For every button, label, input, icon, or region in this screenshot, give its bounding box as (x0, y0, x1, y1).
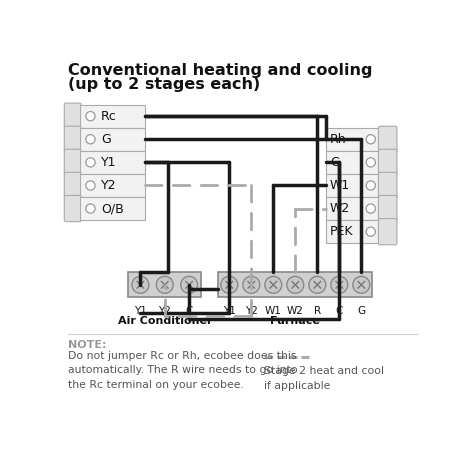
Text: Y1: Y1 (134, 306, 147, 316)
Circle shape (156, 276, 173, 293)
Text: Stage 2 heat and cool
if applicable: Stage 2 heat and cool if applicable (264, 366, 384, 391)
Circle shape (86, 158, 95, 167)
FancyBboxPatch shape (378, 173, 397, 199)
Circle shape (366, 204, 375, 213)
Text: Rc: Rc (101, 109, 117, 123)
Text: Rh: Rh (330, 133, 346, 146)
FancyBboxPatch shape (64, 195, 81, 222)
Circle shape (86, 135, 95, 144)
FancyBboxPatch shape (64, 149, 81, 175)
FancyBboxPatch shape (80, 197, 145, 220)
FancyBboxPatch shape (80, 105, 145, 128)
Text: R: R (314, 306, 321, 316)
FancyBboxPatch shape (326, 151, 380, 174)
FancyBboxPatch shape (80, 128, 145, 151)
FancyBboxPatch shape (128, 273, 201, 297)
FancyBboxPatch shape (378, 219, 397, 245)
Text: Y1: Y1 (223, 306, 236, 316)
Circle shape (309, 276, 326, 293)
Text: NOTE:: NOTE: (68, 340, 107, 350)
Circle shape (243, 276, 260, 293)
Text: C: C (336, 306, 343, 316)
Text: C: C (330, 156, 339, 169)
Text: W2: W2 (330, 202, 350, 215)
Text: W1: W1 (330, 179, 350, 192)
Text: Conventional heating and cooling: Conventional heating and cooling (68, 63, 373, 78)
Text: O/B: O/B (101, 202, 124, 215)
Text: G: G (357, 306, 365, 316)
Text: C: C (185, 306, 193, 316)
Circle shape (366, 135, 375, 144)
FancyBboxPatch shape (378, 195, 397, 222)
FancyBboxPatch shape (326, 220, 380, 243)
Circle shape (181, 276, 198, 293)
Circle shape (221, 276, 238, 293)
Text: W1: W1 (265, 306, 282, 316)
Text: Y2: Y2 (158, 306, 171, 316)
Text: G: G (101, 133, 111, 146)
FancyBboxPatch shape (80, 151, 145, 174)
Text: W2: W2 (287, 306, 304, 316)
FancyBboxPatch shape (64, 103, 81, 129)
Circle shape (366, 158, 375, 167)
FancyBboxPatch shape (378, 126, 397, 152)
Text: Do not jumper Rc or Rh, ecobee does this
automatically. The R wire needs to go i: Do not jumper Rc or Rh, ecobee does this… (68, 351, 298, 390)
Circle shape (331, 276, 348, 293)
FancyBboxPatch shape (378, 149, 397, 175)
FancyBboxPatch shape (326, 128, 380, 151)
Circle shape (86, 204, 95, 213)
FancyBboxPatch shape (64, 126, 81, 152)
Circle shape (86, 111, 95, 121)
FancyBboxPatch shape (326, 197, 380, 220)
Text: Air Conditioner: Air Conditioner (118, 316, 212, 326)
Circle shape (287, 276, 304, 293)
FancyBboxPatch shape (64, 173, 81, 199)
FancyBboxPatch shape (219, 273, 372, 297)
Circle shape (265, 276, 282, 293)
Circle shape (366, 181, 375, 190)
Text: Y2: Y2 (245, 306, 258, 316)
Circle shape (366, 227, 375, 237)
Circle shape (353, 276, 370, 293)
FancyBboxPatch shape (326, 174, 380, 197)
Circle shape (86, 181, 95, 190)
FancyBboxPatch shape (80, 174, 145, 197)
Text: (up to 2 stages each): (up to 2 stages each) (68, 77, 260, 92)
Text: Y2: Y2 (101, 179, 117, 192)
Text: PEK: PEK (330, 225, 354, 238)
Text: Furnace: Furnace (270, 316, 320, 326)
Circle shape (132, 276, 149, 293)
Text: Y1: Y1 (101, 156, 117, 169)
